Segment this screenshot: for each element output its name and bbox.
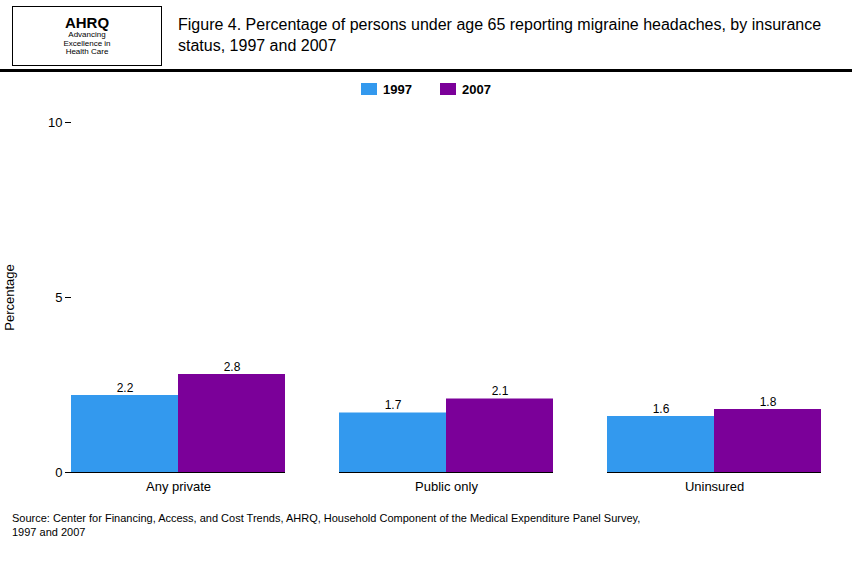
svg-text:1.6: 1.6 [653,402,670,416]
html-text:Figure 4. Percentage of person: Figure 4. Percentage of persons under ag… [178,15,822,54]
svg-text:5: 5 [55,290,62,305]
svg-text:10: 10 [48,115,62,130]
html-text:AHRQ: AHRQ [64,13,110,31]
html-text:1997: 1997 [383,81,412,97]
svg-text:2.8: 2.8 [224,360,241,374]
svg-text:2.1: 2.1 [492,384,509,398]
html-text:Source: Center for Financing,: Source: Center for Financing, Access, an… [12,512,641,538]
html-text:2007: 2007 [462,81,491,97]
svg-text:Percentage: Percentage [2,264,17,331]
svg-text:2.2: 2.2 [117,381,134,395]
svg-text:1.8: 1.8 [760,395,777,409]
svg-text:Public only: Public only [415,479,478,494]
svg-text:Any private: Any private [146,479,211,494]
svg-text:Uninsured: Uninsured [685,479,744,494]
svg-text:1.7: 1.7 [385,398,402,412]
svg-text:0: 0 [55,465,62,480]
html-text:Advancing Excellence in Health: Advancing Excellence in Health Care [63,29,111,57]
